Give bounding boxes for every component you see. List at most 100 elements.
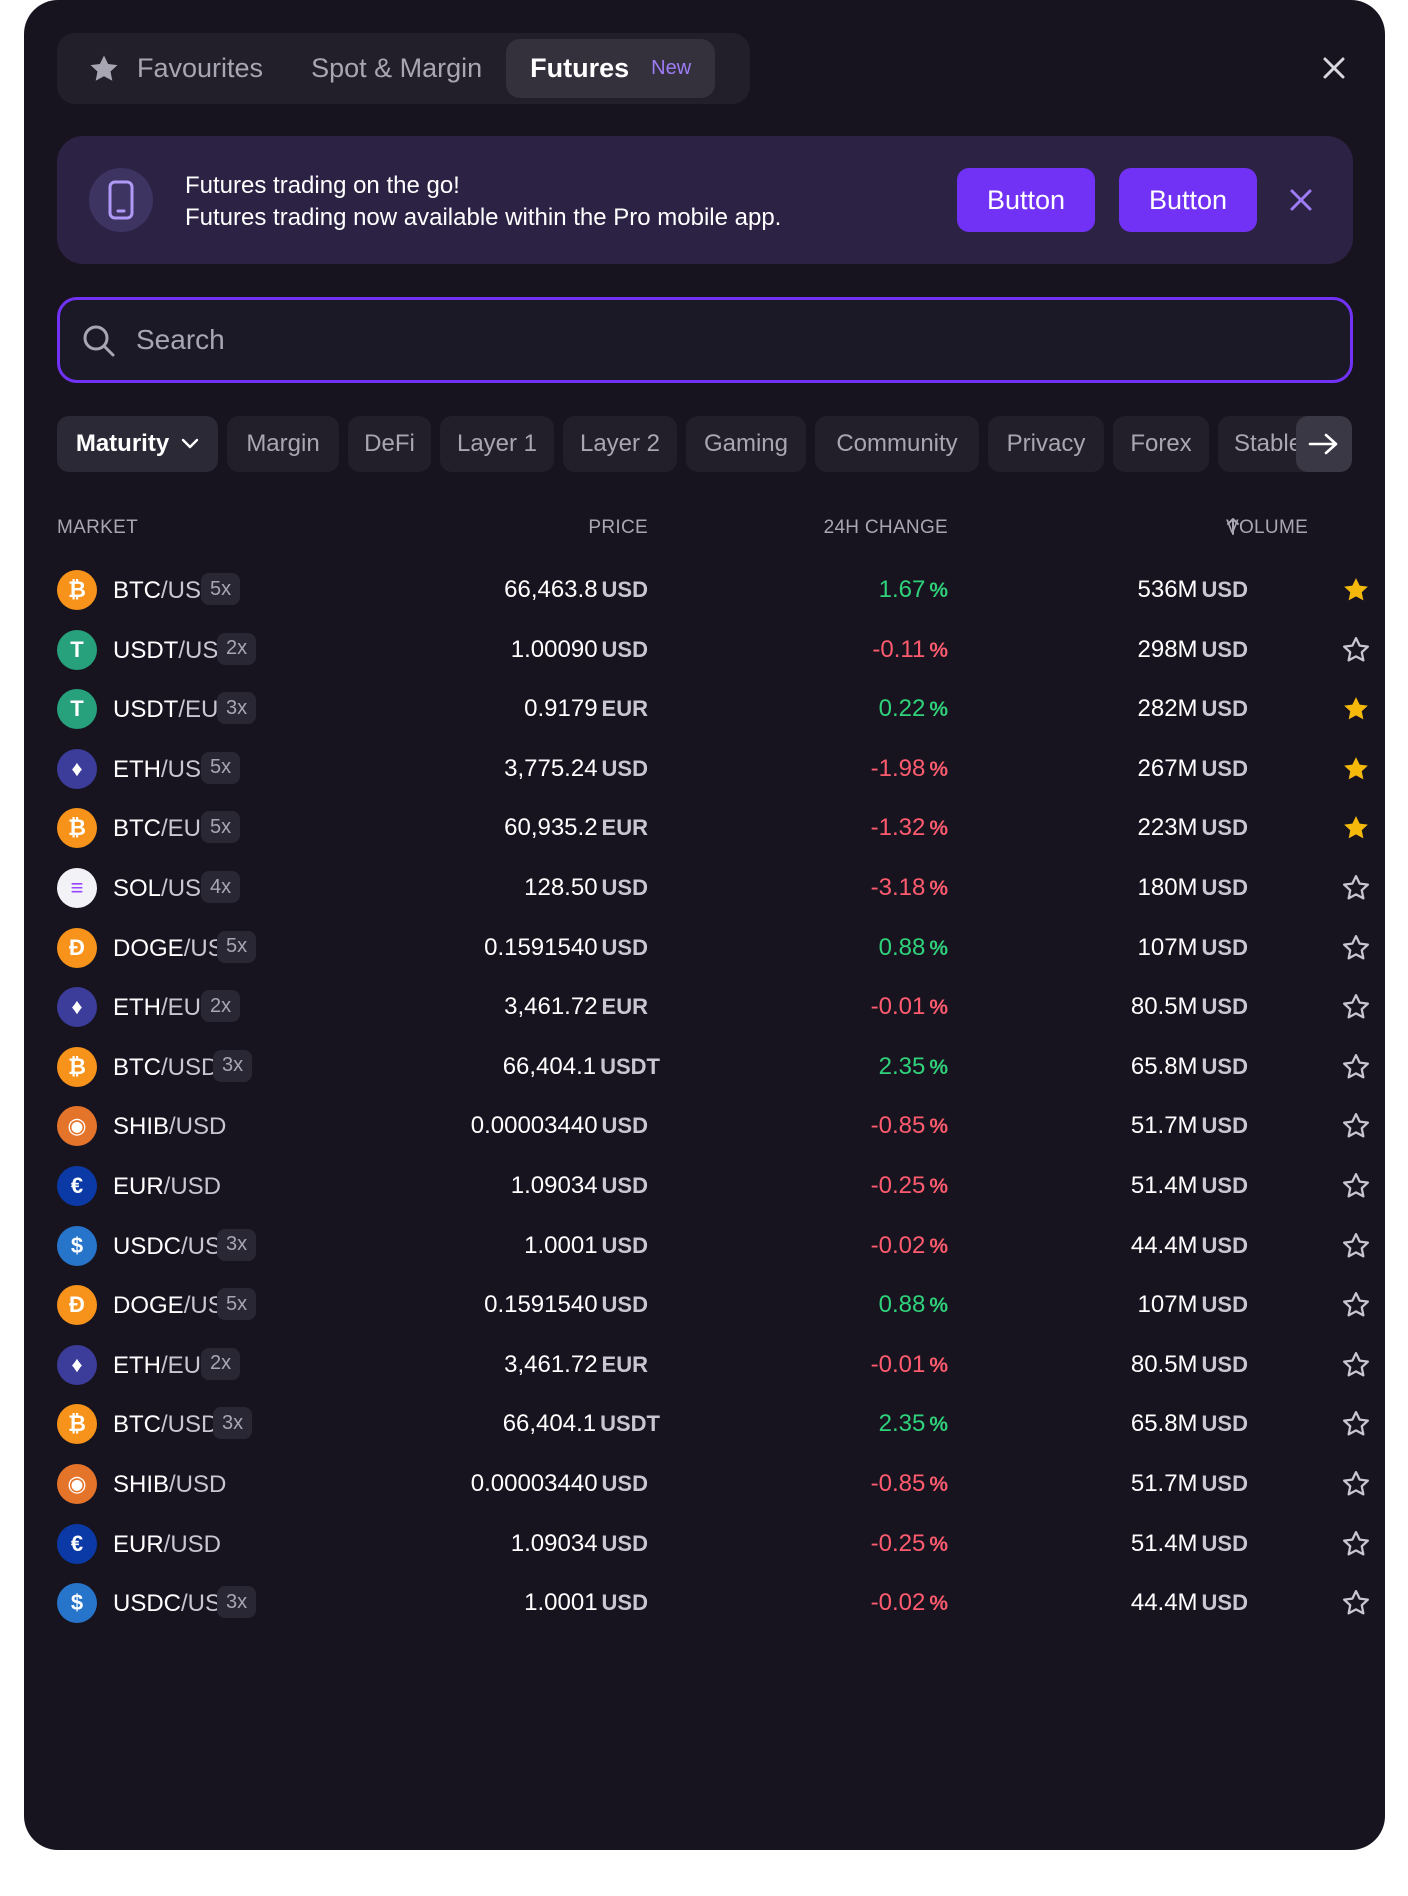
price-currency: USD — [601, 1292, 648, 1318]
price-currency: EUR — [601, 696, 648, 722]
table-row[interactable]: ≡ SOL/USD 4x 128.50 USD -3.18% 180M USD — [57, 851, 1369, 923]
filter-maturity[interactable]: Maturity — [57, 416, 218, 472]
volume-cell: 51.7M USD — [1131, 1112, 1248, 1140]
change-value: 2.35 — [878, 1052, 926, 1080]
star-icon[interactable] — [1341, 754, 1371, 784]
change-unit: % — [929, 1294, 948, 1318]
star-icon[interactable] — [1341, 1052, 1371, 1082]
star-icon[interactable] — [1341, 1171, 1371, 1201]
banner-secondary-button[interactable]: Button — [1119, 168, 1257, 232]
star-icon[interactable] — [1341, 813, 1371, 843]
star-icon[interactable] — [1341, 635, 1371, 665]
price-currency: USD — [601, 1530, 648, 1556]
star-icon[interactable] — [1341, 1588, 1371, 1618]
table-row[interactable]: ♦ ETH/EUR 2x 3,461.72 EUR -0.01% 80.5M USD — [57, 1328, 1369, 1400]
change-cell: -3.18% — [871, 874, 948, 902]
column-market[interactable]: MARKET — [57, 517, 138, 538]
table-row[interactable]: ♦ ETH/EUR 2x 3,461.72 EUR -0.01% 80.5M USD — [57, 970, 1369, 1042]
table-row[interactable]: Ð DOGE/USD 5x 0.1591540 USD 0.88% 107M USD — [57, 1268, 1369, 1340]
price-currency: USD — [601, 1590, 648, 1616]
btc-coin-icon: ₿ — [57, 1046, 97, 1087]
filter-margin[interactable]: Margin — [227, 416, 339, 472]
price-currency: USD — [601, 755, 648, 781]
change-unit: % — [929, 1473, 948, 1496]
price-value: 66,404.1 — [502, 1410, 597, 1438]
table-row[interactable]: € EUR/USD 1.09034 USD -0.25% 51.4M USD — [57, 1149, 1369, 1221]
change-value: -0.85 — [870, 1112, 926, 1140]
change-cell: -0.85% — [871, 1112, 948, 1140]
star-icon[interactable] — [1341, 1111, 1371, 1141]
market-base: USDC — [113, 1590, 182, 1618]
star-icon[interactable] — [1341, 1409, 1371, 1439]
change-cell: -1.32% — [871, 814, 948, 842]
market-tabs: Favourites Spot & Margin Futures New — [57, 33, 750, 104]
eur-coin-icon: € — [57, 1523, 97, 1564]
filter-community[interactable]: Community — [815, 416, 979, 472]
table-row[interactable]: ◉ SHIB/USD 0.00003440 USD -0.85% 51.7M USD — [57, 1447, 1369, 1519]
star-icon[interactable] — [1341, 1529, 1371, 1559]
filter-layer-2[interactable]: Layer 2 — [563, 416, 677, 472]
change-unit: % — [929, 698, 948, 722]
star-icon[interactable] — [1341, 575, 1371, 605]
eth-coin-icon: ♦ — [57, 748, 97, 789]
filter-privacy[interactable]: Privacy — [988, 416, 1104, 472]
price-cell: 1.09034 USD — [511, 1530, 648, 1558]
volume-cell: 65.8M USD — [1131, 1410, 1248, 1438]
volume-value: 536M — [1137, 576, 1198, 603]
leverage-badge: 5x — [217, 1288, 257, 1321]
volume-value: 51.4M — [1130, 1172, 1198, 1199]
table-row[interactable]: T USDT/USD 2x 1.00090 USD -0.11% 298M USD — [57, 613, 1369, 685]
change-cell: 2.35% — [879, 1410, 948, 1438]
change-cell: 2.35% — [879, 1053, 948, 1081]
price-currency: USD — [601, 1173, 648, 1198]
arrow-right-icon[interactable] — [1296, 416, 1352, 472]
star-icon[interactable] — [1341, 992, 1371, 1022]
banner-primary-button[interactable]: Button — [957, 168, 1095, 232]
table-row[interactable]: ₿ BTC/USDT 3x 66,404.1 USDT 2.35% 65.8M USD — [57, 1030, 1369, 1102]
change-unit: % — [929, 1175, 948, 1198]
market-pair: SHIB/USD — [113, 1471, 226, 1499]
table-row[interactable]: ₿ BTC/USDT 3x 66,404.1 USDT 2.35% 65.8M USD — [57, 1387, 1369, 1459]
price-currency: USD — [601, 1113, 648, 1139]
column-volume[interactable]: VOLUME — [1226, 517, 1308, 538]
star-icon[interactable] — [1341, 1350, 1371, 1380]
star-icon[interactable] — [1341, 1290, 1371, 1320]
search-input[interactable] — [136, 314, 1316, 366]
market-pair: USDT/EUR — [113, 696, 236, 724]
category-filters: Maturity Margin DeFi Layer 1 Layer 2 Gam… — [57, 416, 1353, 472]
column-24h-change[interactable]: 24H CHANGE — [823, 517, 948, 538]
change-unit: % — [929, 1413, 948, 1437]
star-icon[interactable] — [1341, 873, 1371, 903]
filter-defi[interactable]: DeFi — [348, 416, 431, 472]
table-row[interactable]: ₿ BTC/USD 5x 66,463.8 USD 1.67% 536M USD — [57, 553, 1368, 625]
table-row[interactable]: $ USDC/USD 3x 1.0001 USD -0.02% 44.4M USD — [57, 1566, 1369, 1638]
change-value: 0.88 — [878, 933, 926, 961]
tab-futures[interactable]: Futures New — [506, 39, 716, 98]
tab-spot-margin[interactable]: Spot & Margin — [287, 39, 506, 98]
filter-gaming[interactable]: Gaming — [686, 416, 806, 472]
star-icon[interactable] — [1341, 1231, 1371, 1261]
table-row[interactable]: T USDT/EUR 3x 0.9179 EUR 0.22% 282M USD — [57, 672, 1368, 744]
volume-currency: USD — [1201, 1232, 1248, 1258]
star-icon[interactable] — [1341, 694, 1371, 724]
star-icon[interactable] — [1341, 933, 1371, 963]
table-row[interactable]: ◉ SHIB/USD 0.00003440 USD -0.85% 51.7M USD — [57, 1089, 1369, 1161]
table-row[interactable]: Ð DOGE/USD 5x 0.1591540 USD 0.88% 107M USD — [57, 911, 1369, 983]
filter-forex[interactable]: Forex — [1113, 416, 1209, 472]
tab-favourites[interactable]: Favourites — [63, 39, 287, 98]
price-cell: 66,463.8 USD — [504, 576, 648, 604]
change-unit: % — [929, 638, 948, 662]
close-icon[interactable] — [1320, 54, 1348, 82]
leverage-badge: 4x — [201, 871, 241, 903]
column-volume-label: VOLUME — [1226, 517, 1309, 538]
table-row[interactable]: $ USDC/USD 3x 1.0001 USD -0.02% 44.4M USD — [57, 1209, 1369, 1281]
btc-coin-icon: ₿ — [57, 570, 97, 610]
market-base: ETH — [113, 755, 161, 783]
table-row[interactable]: ₿ BTC/EUR 5x 60,935.2 EUR -1.32% 223M USD — [57, 791, 1368, 863]
filter-layer-1[interactable]: Layer 1 — [440, 416, 554, 472]
table-row[interactable]: € EUR/USD 1.09034 USD -0.25% 51.4M USD — [57, 1507, 1369, 1579]
close-icon[interactable] — [1288, 187, 1314, 213]
table-row[interactable]: ♦ ETH/USD 5x 3,775.24 USD -1.98% 267M USD — [57, 732, 1368, 804]
star-icon[interactable] — [1341, 1469, 1371, 1499]
column-price[interactable]: PRICE — [588, 517, 648, 538]
